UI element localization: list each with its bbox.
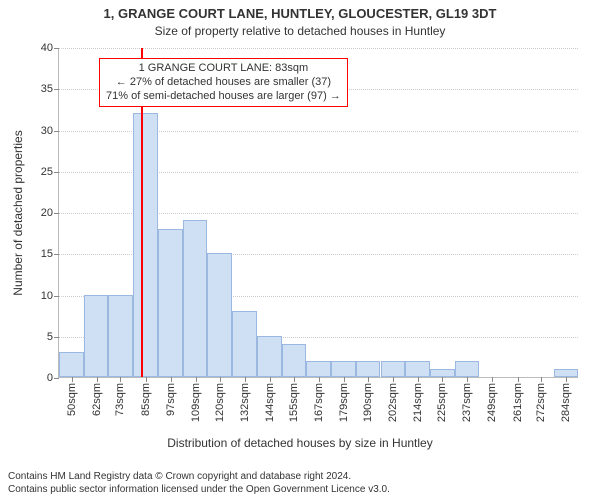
x-tick-mark: [97, 377, 98, 382]
histogram-bar: [183, 220, 208, 377]
x-tick-label: 132sqm: [239, 383, 251, 422]
x-tick-label: 214sqm: [412, 383, 424, 422]
x-tick-mark: [146, 377, 147, 382]
x-tick-label: 109sqm: [190, 383, 202, 422]
histogram-bar: [430, 369, 455, 377]
x-tick-label: 97sqm: [165, 383, 177, 416]
x-tick-label: 179sqm: [338, 383, 350, 422]
histogram-bar: [405, 361, 430, 378]
x-tick-mark: [368, 377, 369, 382]
histogram-bar: [282, 344, 307, 377]
y-tick-label: 5: [47, 331, 59, 343]
x-tick-mark: [393, 377, 394, 382]
footer-line-1: Contains HM Land Registry data © Crown c…: [8, 471, 390, 484]
annotation-line-1: 1 GRANGE COURT LANE: 83sqm: [106, 62, 341, 76]
chart-title-line2: Size of property relative to detached ho…: [0, 24, 600, 38]
x-tick-mark: [518, 377, 519, 382]
x-tick-label: 261sqm: [512, 383, 524, 422]
x-tick-label: 249sqm: [486, 383, 498, 422]
histogram-bar: [59, 352, 84, 377]
histogram-bar: [554, 369, 579, 377]
x-tick-label: 190sqm: [362, 383, 374, 422]
x-tick-mark: [418, 377, 419, 382]
x-tick-mark: [566, 377, 567, 382]
plot-area: 0510152025303540 50sqm62sqm73sqm85sqm97s…: [58, 48, 578, 378]
x-tick-label: 144sqm: [264, 383, 276, 422]
annotation-line-2: ← 27% of detached houses are smaller (37…: [106, 76, 341, 90]
x-tick-mark: [541, 377, 542, 382]
x-axis-label: Distribution of detached houses by size …: [0, 436, 600, 450]
y-axis-label: Number of detached properties: [11, 130, 25, 295]
histogram-bar: [207, 253, 232, 377]
histogram-bar: [84, 295, 109, 378]
x-tick-label: 284sqm: [560, 383, 572, 422]
histogram-bar: [158, 229, 183, 378]
x-tick-mark: [294, 377, 295, 382]
x-tick-mark: [442, 377, 443, 382]
x-tick-mark: [344, 377, 345, 382]
x-tick-mark: [72, 377, 73, 382]
y-tick-label: 40: [41, 42, 59, 54]
x-tick-label: 73sqm: [114, 383, 126, 416]
x-tick-mark: [492, 377, 493, 382]
histogram-bar: [455, 361, 480, 378]
y-tick-label: 0: [47, 372, 59, 384]
footer-line-2: Contains public sector information licen…: [8, 484, 390, 497]
y-tick-label: 25: [41, 166, 59, 178]
x-tick-mark: [319, 377, 320, 382]
histogram-bar: [108, 295, 133, 378]
y-tick-label: 20: [41, 207, 59, 219]
y-tick-label: 10: [41, 290, 59, 302]
x-tick-mark: [120, 377, 121, 382]
histogram-bar: [133, 113, 158, 377]
histogram-bar: [257, 336, 282, 377]
x-tick-label: 225sqm: [436, 383, 448, 422]
annotation-line-3: 71% of semi-detached houses are larger (…: [106, 90, 341, 104]
x-tick-mark: [467, 377, 468, 382]
x-tick-label: 237sqm: [461, 383, 473, 422]
x-tick-label: 62sqm: [91, 383, 103, 416]
x-tick-label: 120sqm: [214, 383, 226, 422]
x-tick-label: 85sqm: [140, 383, 152, 416]
x-tick-mark: [196, 377, 197, 382]
histogram-bar: [356, 361, 381, 378]
chart-container: 1, GRANGE COURT LANE, HUNTLEY, GLOUCESTE…: [0, 0, 600, 500]
histogram-bar: [381, 361, 406, 378]
attribution-footer: Contains HM Land Registry data © Crown c…: [8, 471, 390, 496]
gridline: [59, 48, 578, 49]
chart-title-line1: 1, GRANGE COURT LANE, HUNTLEY, GLOUCESTE…: [0, 6, 600, 21]
x-tick-label: 167sqm: [313, 383, 325, 422]
annotation-box: 1 GRANGE COURT LANE: 83sqm ← 27% of deta…: [99, 58, 348, 107]
x-tick-label: 202sqm: [387, 383, 399, 422]
x-tick-label: 50sqm: [66, 383, 78, 416]
x-tick-mark: [245, 377, 246, 382]
histogram-bar: [331, 361, 356, 378]
y-tick-label: 35: [41, 83, 59, 95]
histogram-bar: [306, 361, 331, 378]
x-tick-label: 272sqm: [535, 383, 547, 422]
x-tick-mark: [270, 377, 271, 382]
histogram-bar: [232, 311, 257, 377]
x-tick-mark: [171, 377, 172, 382]
x-tick-mark: [220, 377, 221, 382]
y-tick-label: 15: [41, 248, 59, 260]
x-tick-label: 155sqm: [288, 383, 300, 422]
y-tick-label: 30: [41, 125, 59, 137]
